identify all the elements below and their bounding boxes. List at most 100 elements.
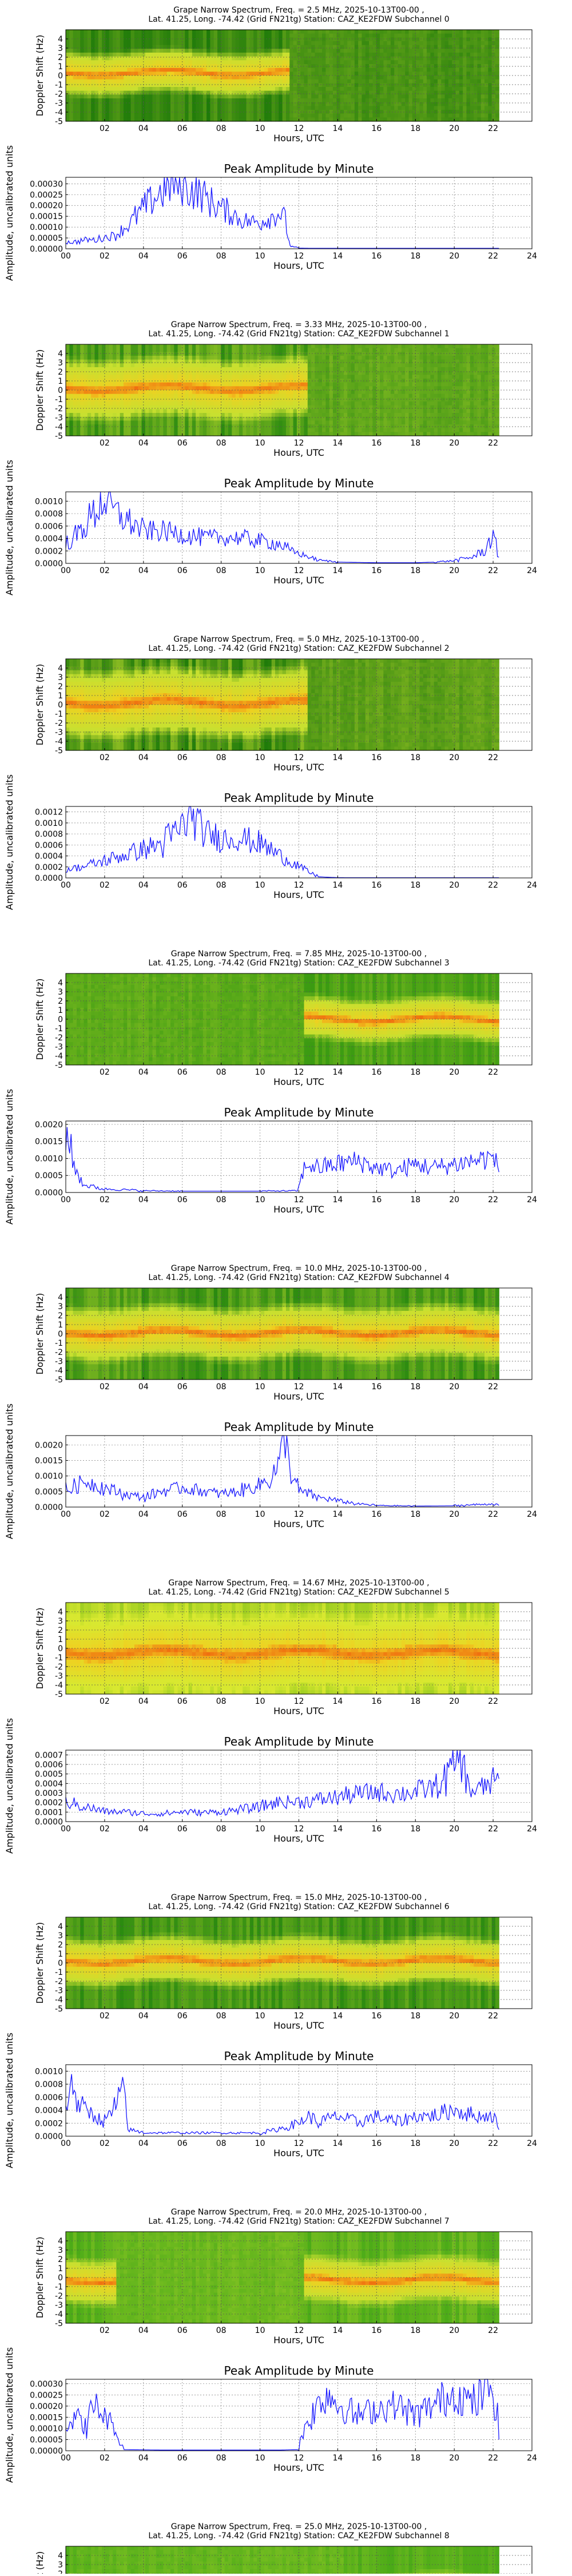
heat-cell bbox=[474, 98, 478, 102]
heat-cell bbox=[261, 348, 265, 352]
heat-cell bbox=[109, 45, 113, 49]
heat-cell bbox=[181, 45, 185, 49]
heat-cell bbox=[221, 367, 225, 371]
heat-cell bbox=[333, 420, 337, 424]
heat-cell bbox=[372, 102, 376, 106]
heat-cell bbox=[304, 428, 308, 432]
heat-cell bbox=[347, 45, 351, 49]
heat-cell bbox=[116, 363, 120, 367]
heat-cell bbox=[69, 68, 73, 72]
heat-cell bbox=[109, 375, 113, 379]
heat-cell bbox=[358, 344, 362, 348]
heat-cell bbox=[347, 367, 351, 371]
heat-cell bbox=[275, 406, 279, 410]
heat-cell bbox=[344, 363, 348, 367]
heat-cell bbox=[340, 401, 344, 406]
heat-cell bbox=[152, 420, 156, 424]
heat-cell bbox=[304, 356, 308, 360]
heat-cell bbox=[138, 409, 142, 413]
heat-cell bbox=[275, 37, 279, 41]
heat-cell bbox=[109, 98, 113, 102]
heat-cell bbox=[409, 37, 413, 41]
heat-cell bbox=[210, 344, 214, 348]
heat-cell bbox=[347, 344, 351, 348]
heat-cell bbox=[264, 375, 268, 379]
heat-cell bbox=[412, 71, 416, 75]
heat-cell bbox=[340, 344, 344, 348]
heat-cell bbox=[322, 45, 326, 49]
heat-cell bbox=[358, 91, 362, 95]
heat-cell bbox=[113, 375, 117, 379]
heat-cell bbox=[199, 356, 203, 360]
heat-cell bbox=[416, 83, 420, 87]
heat-cell bbox=[315, 98, 319, 102]
heat-cell bbox=[355, 352, 359, 356]
heat-cell bbox=[340, 34, 344, 38]
heat-cell bbox=[268, 91, 272, 95]
heat-cell bbox=[69, 60, 73, 64]
heat-cell bbox=[210, 401, 214, 406]
heat-cell bbox=[311, 352, 315, 356]
heat-cell bbox=[279, 367, 283, 371]
heat-cell bbox=[236, 352, 240, 356]
heat-cell bbox=[387, 45, 391, 49]
heat-cell bbox=[351, 71, 355, 75]
heat-cell bbox=[145, 45, 149, 49]
heat-cell bbox=[206, 45, 210, 49]
heat-cell bbox=[196, 45, 200, 49]
heat-cell bbox=[152, 348, 156, 352]
heat-cell bbox=[372, 114, 376, 118]
heat-cell bbox=[358, 363, 362, 367]
heat-cell bbox=[308, 390, 312, 394]
heat-cell bbox=[369, 87, 373, 91]
heat-cell bbox=[257, 37, 261, 41]
heat-cell bbox=[91, 383, 95, 387]
heat-cell bbox=[221, 417, 225, 421]
heat-cell bbox=[156, 91, 160, 95]
heat-cell bbox=[189, 360, 193, 364]
heat-cell bbox=[268, 375, 272, 379]
heat-cell bbox=[283, 114, 287, 118]
heat-cell bbox=[225, 386, 229, 390]
heat-cell bbox=[286, 356, 290, 360]
heat-cell bbox=[196, 397, 200, 401]
heat-cell bbox=[358, 106, 362, 110]
heat-cell bbox=[358, 397, 362, 401]
heat-cell bbox=[163, 367, 167, 371]
heat-cell bbox=[170, 383, 174, 387]
heat-cell bbox=[289, 386, 293, 390]
heat-cell bbox=[134, 75, 138, 79]
heat-cell bbox=[253, 41, 257, 45]
heat-cell bbox=[243, 30, 247, 34]
heat-cell bbox=[264, 83, 268, 87]
heat-cell bbox=[131, 75, 135, 79]
heat-cell bbox=[98, 106, 102, 110]
heat-cell bbox=[474, 53, 478, 57]
heat-cell bbox=[138, 406, 142, 410]
heat-cell bbox=[347, 30, 351, 34]
heat-cell bbox=[113, 386, 117, 390]
heat-cell bbox=[69, 106, 73, 110]
heat-cell bbox=[289, 68, 293, 72]
heat-cell bbox=[178, 420, 182, 424]
heat-cell bbox=[456, 114, 460, 118]
heat-cell bbox=[189, 30, 193, 34]
heat-cell bbox=[325, 363, 329, 367]
heat-cell bbox=[145, 68, 149, 72]
heat-cell bbox=[88, 71, 92, 75]
heat-cell bbox=[247, 401, 251, 406]
heat-cell bbox=[308, 409, 312, 413]
heat-cell bbox=[419, 79, 423, 84]
heat-cell bbox=[66, 397, 70, 401]
heat-cell bbox=[369, 71, 373, 75]
heat-cell bbox=[380, 94, 384, 98]
heat-cell bbox=[336, 41, 340, 45]
heat-cell bbox=[138, 390, 142, 394]
heat-cell bbox=[152, 41, 156, 45]
heat-cell bbox=[109, 394, 113, 398]
heat-cell bbox=[116, 79, 120, 84]
heat-cell bbox=[247, 375, 251, 379]
heat-cell bbox=[304, 409, 308, 413]
heat-cell bbox=[149, 390, 153, 394]
heat-cell bbox=[477, 87, 481, 91]
